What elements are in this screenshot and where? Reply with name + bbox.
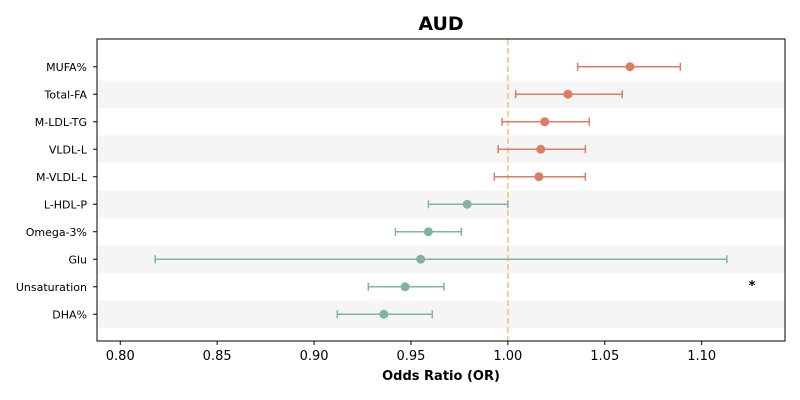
point-estimate xyxy=(534,172,544,182)
y-tick-label: M-LDL-TG xyxy=(35,116,87,129)
x-tick-label: 0.85 xyxy=(203,349,232,364)
annotations: * xyxy=(749,279,756,294)
point-estimate xyxy=(625,62,635,72)
y-axis: MUFA% Total-FA M-LDL-TG VLDL-L M-VLDL-L L-HDL… xyxy=(16,61,97,321)
x-axis-label: Odds Ratio (OR) xyxy=(382,369,500,384)
y-tick-label: Omega-3% xyxy=(26,226,87,239)
point-estimate xyxy=(416,254,426,264)
y-tick-label: MUFA% xyxy=(46,61,87,74)
y-tick-label: L-HDL-P xyxy=(44,198,88,211)
ci-row xyxy=(514,89,623,99)
ci-row xyxy=(497,144,587,154)
point-estimate xyxy=(423,227,433,237)
y-tick-label: M-VLDL-L xyxy=(36,171,88,184)
x-tick-label: 0.80 xyxy=(106,349,135,364)
row-band xyxy=(97,135,785,163)
y-tick-label: Glu xyxy=(68,253,87,266)
row-band xyxy=(97,300,785,328)
x-tick-label: 1.00 xyxy=(493,349,522,364)
point-estimate xyxy=(379,309,389,319)
x-axis: 0.80 0.85 0.90 0.95 1.00 1.05 1.10 xyxy=(106,341,716,364)
y-tick-label: VLDL-L xyxy=(49,143,88,156)
y-tick-label: Unsaturation xyxy=(16,281,87,294)
chart-title: AUD xyxy=(418,13,463,35)
x-tick-label: 0.95 xyxy=(396,349,425,364)
ci-row xyxy=(367,282,445,292)
x-tick-label: 1.10 xyxy=(687,349,716,364)
y-tick-label: DHA% xyxy=(52,308,87,321)
significance-marker: * xyxy=(749,279,756,294)
plot-frame xyxy=(96,38,786,342)
ci-row xyxy=(154,254,728,264)
ci-row xyxy=(394,227,463,237)
point-estimate xyxy=(462,199,472,209)
point-estimate xyxy=(536,144,546,154)
data-marks xyxy=(154,62,728,319)
ci-row xyxy=(336,309,434,319)
ci-row xyxy=(493,172,587,182)
point-estimate xyxy=(400,282,410,292)
x-tick-label: 1.05 xyxy=(590,349,619,364)
x-tick-label: 0.90 xyxy=(300,349,329,364)
ci-row xyxy=(501,117,591,127)
point-estimate xyxy=(540,117,550,127)
ci-row xyxy=(427,199,509,209)
ci-row xyxy=(576,62,682,72)
y-tick-label: Total-FA xyxy=(43,88,87,101)
point-estimate xyxy=(563,89,573,99)
row-bands xyxy=(97,80,785,328)
row-band xyxy=(97,80,785,108)
